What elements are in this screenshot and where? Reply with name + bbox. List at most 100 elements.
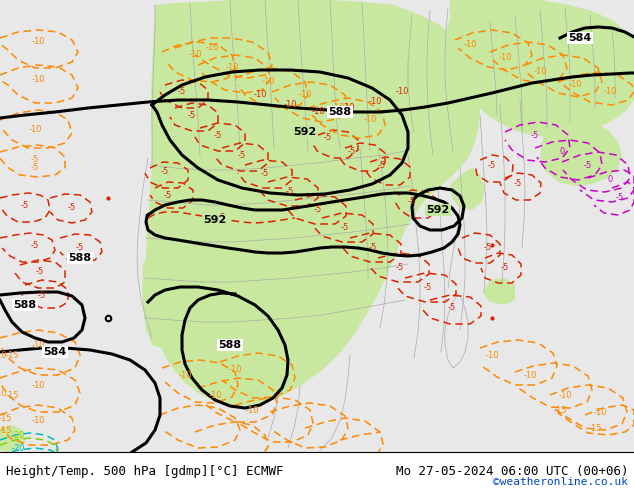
Text: -5: -5 [261, 169, 269, 177]
Text: -5: -5 [214, 130, 222, 140]
Text: -5: -5 [314, 204, 322, 214]
Text: 0: 0 [607, 175, 612, 185]
Text: -5: -5 [584, 161, 592, 170]
Text: -10: -10 [523, 370, 537, 379]
Text: -5: -5 [616, 194, 624, 202]
Text: -10: -10 [225, 64, 239, 73]
Text: -5: -5 [424, 284, 432, 293]
Text: -5: -5 [238, 150, 246, 160]
Text: 584: 584 [43, 347, 67, 357]
Text: 584: 584 [568, 33, 592, 43]
Text: -5: -5 [324, 133, 332, 143]
Text: -5: -5 [448, 303, 456, 313]
Text: -10: -10 [331, 103, 345, 113]
Text: -5: -5 [488, 161, 496, 170]
Text: -5: -5 [36, 268, 44, 276]
Text: -10: -10 [283, 100, 297, 109]
Text: -5: -5 [531, 130, 539, 140]
Text: -15: -15 [0, 414, 12, 422]
Text: -5: -5 [164, 191, 172, 199]
Polygon shape [0, 425, 25, 452]
Text: -10: -10 [593, 408, 607, 416]
Text: -15: -15 [553, 406, 567, 415]
Text: -10: -10 [245, 406, 259, 415]
Text: -10: -10 [253, 91, 267, 99]
Text: -10: -10 [395, 88, 409, 97]
Text: 588: 588 [219, 340, 242, 350]
Text: -10: -10 [463, 41, 477, 49]
Text: -5: -5 [378, 161, 386, 170]
Text: 592: 592 [204, 215, 226, 225]
Text: -10: -10 [485, 350, 499, 360]
Text: -10: -10 [0, 389, 7, 397]
Text: -5: -5 [31, 164, 39, 172]
Text: -10: -10 [341, 103, 355, 113]
Text: -5: -5 [21, 200, 29, 210]
Polygon shape [146, 0, 480, 406]
Text: -10: -10 [498, 53, 512, 63]
Text: -10: -10 [205, 44, 219, 52]
Text: -10: -10 [31, 341, 45, 349]
Text: -5: -5 [31, 241, 39, 249]
Text: -15: -15 [588, 423, 602, 433]
Text: -5: -5 [286, 187, 294, 196]
Text: 592: 592 [294, 127, 316, 137]
Text: -5: -5 [396, 264, 404, 272]
Text: -5: -5 [484, 244, 492, 252]
Text: -10: -10 [261, 77, 275, 87]
Text: -20: -20 [11, 443, 25, 452]
Polygon shape [540, 118, 622, 186]
Text: -10: -10 [208, 391, 222, 399]
Text: -5: -5 [38, 291, 46, 299]
Text: -20: -20 [11, 431, 25, 440]
Text: -5: -5 [341, 223, 349, 232]
Text: 592: 592 [427, 205, 450, 215]
Text: -15: -15 [5, 391, 19, 399]
Text: -5: -5 [31, 155, 39, 165]
Text: -10: -10 [29, 125, 42, 134]
Text: 0: 0 [559, 147, 565, 156]
Text: -10: -10 [559, 391, 572, 399]
Text: -10: -10 [31, 75, 45, 84]
Text: -5: -5 [514, 178, 522, 188]
Polygon shape [605, 30, 634, 52]
Text: -10: -10 [188, 50, 202, 59]
Text: 588: 588 [13, 300, 37, 310]
Polygon shape [445, 0, 634, 138]
Bar [0, 452, 634, 490]
Text: -5: -5 [218, 214, 226, 222]
Text: -5: -5 [178, 88, 186, 97]
Polygon shape [587, 55, 625, 83]
Text: Mo 27-05-2024 06:00 UTC (00+06): Mo 27-05-2024 06:00 UTC (00+06) [396, 465, 628, 477]
Text: -5: -5 [501, 264, 509, 272]
Text: -10: -10 [228, 366, 242, 374]
Text: -10: -10 [31, 38, 45, 47]
Text: ©weatheronline.co.uk: ©weatheronline.co.uk [493, 477, 628, 487]
Text: -10: -10 [568, 80, 582, 90]
Text: -10: -10 [603, 88, 617, 97]
Text: -5: -5 [68, 203, 76, 213]
Text: -5: -5 [76, 244, 84, 252]
Text: -5: -5 [348, 147, 356, 156]
Polygon shape [483, 278, 515, 305]
Text: -5: -5 [161, 168, 169, 176]
Text: -5: -5 [188, 111, 196, 120]
Text: -10: -10 [31, 416, 45, 424]
Text: -10: -10 [368, 98, 382, 106]
Text: -10: -10 [533, 68, 547, 76]
Polygon shape [450, 168, 485, 210]
Text: -15: -15 [0, 425, 12, 435]
Text: -10: -10 [363, 116, 377, 124]
Text: -15: -15 [5, 350, 19, 360]
Polygon shape [142, 255, 172, 348]
Text: -10: -10 [178, 370, 191, 379]
Text: Height/Temp. 500 hPa [gdmp][°C] ECMWF: Height/Temp. 500 hPa [gdmp][°C] ECMWF [6, 465, 283, 477]
Text: -10: -10 [298, 91, 312, 99]
Text: -10: -10 [0, 350, 7, 360]
Text: 588: 588 [328, 107, 352, 117]
Text: -10: -10 [311, 107, 325, 117]
Text: -5: -5 [369, 244, 377, 252]
Text: 588: 588 [68, 253, 91, 263]
Text: -10: -10 [31, 381, 45, 390]
Text: -5: -5 [408, 197, 416, 206]
